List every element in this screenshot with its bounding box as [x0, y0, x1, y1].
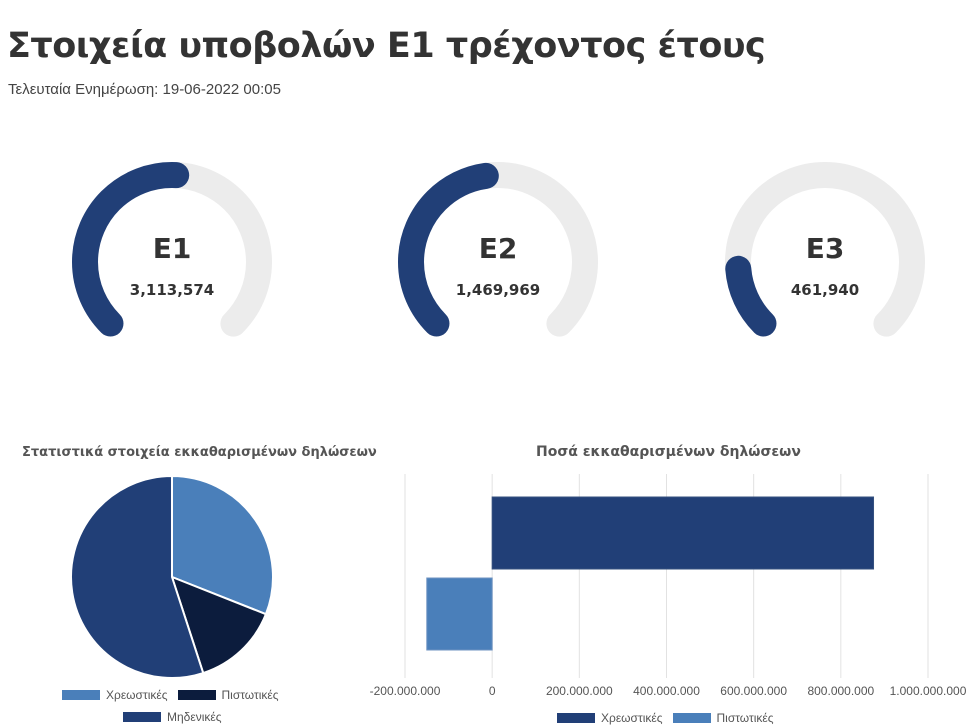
pie-slice[interactable] [70, 474, 205, 679]
gauge-e2: E2 1,469,969 [393, 157, 603, 367]
gauge-value: 3,113,574 [129, 281, 215, 299]
swatch-icon [177, 690, 216, 700]
pie-legend-row2: Μηδενικές [123, 710, 232, 724]
gauge-label: E3 [805, 232, 845, 265]
last-update-text: Τελευταία Ενημέρωση: 19-06-2022 00:05 [8, 81, 281, 98]
legend-label: Πιστωτικές [221, 688, 279, 702]
swatch-icon [557, 713, 595, 723]
swatch-icon [62, 690, 100, 700]
page-title: Στοιχεία υποβολών Ε1 τρέχοντος έτους [7, 26, 766, 66]
bar-legend: Χρεωστικές Πιστωτικές [557, 711, 784, 725]
x-tick-label: 200.000.000 [545, 684, 613, 698]
gauge-ring-icon [398, 162, 599, 362]
x-tick-label: 1.000.000.000 [889, 684, 967, 698]
x-tick-label: -200.000.000 [369, 684, 441, 698]
pie-slice[interactable] [171, 474, 274, 616]
x-tick-label: 600.000.000 [720, 684, 788, 698]
legend-label: Πιστωτικές [716, 711, 774, 725]
bar[interactable] [426, 577, 493, 651]
legend-label: Μηδενικές [167, 710, 222, 724]
gauge-ring-icon [725, 162, 925, 362]
pie-chart [70, 474, 274, 679]
gauge-value: 461,940 [790, 281, 860, 299]
legend-label: Χρεωστικές [106, 688, 168, 702]
gauge-ring-icon [71, 162, 272, 362]
legend-item-debit[interactable]: Χρεωστικές [557, 711, 663, 725]
legend-item-credit[interactable]: Πιστωτικές [672, 711, 774, 725]
pie-legend: Χρεωστικές Πιστωτικές [62, 688, 289, 702]
gauge-e1: E1 3,113,574 [67, 157, 277, 367]
bar[interactable] [491, 496, 875, 570]
legend-label: Χρεωστικές [601, 711, 663, 725]
swatch-icon [672, 713, 711, 723]
gauge-value: 1,469,969 [455, 281, 541, 299]
x-tick-label: 400.000.000 [633, 684, 700, 698]
swatch-icon [123, 712, 161, 722]
gauge-label: E1 [152, 232, 192, 265]
pie-chart-title: Στατιστικά στοιχεία εκκαθαρισμένων δηλώσ… [22, 445, 377, 460]
legend-item-zero[interactable]: Μηδενικές [123, 710, 222, 724]
x-tick-label: 800.000.000 [807, 684, 875, 698]
legend-item-credit[interactable]: Πιστωτικές [177, 688, 279, 702]
legend-item-debit[interactable]: Χρεωστικές [62, 688, 168, 702]
x-tick-label: 0 [488, 684, 496, 698]
bar-chart-title: Ποσά εκκαθαρισμένων δηλώσεων [536, 444, 801, 460]
gauge-label: E2 [478, 232, 518, 265]
gauge-e3: E3 461,940 [720, 157, 930, 367]
